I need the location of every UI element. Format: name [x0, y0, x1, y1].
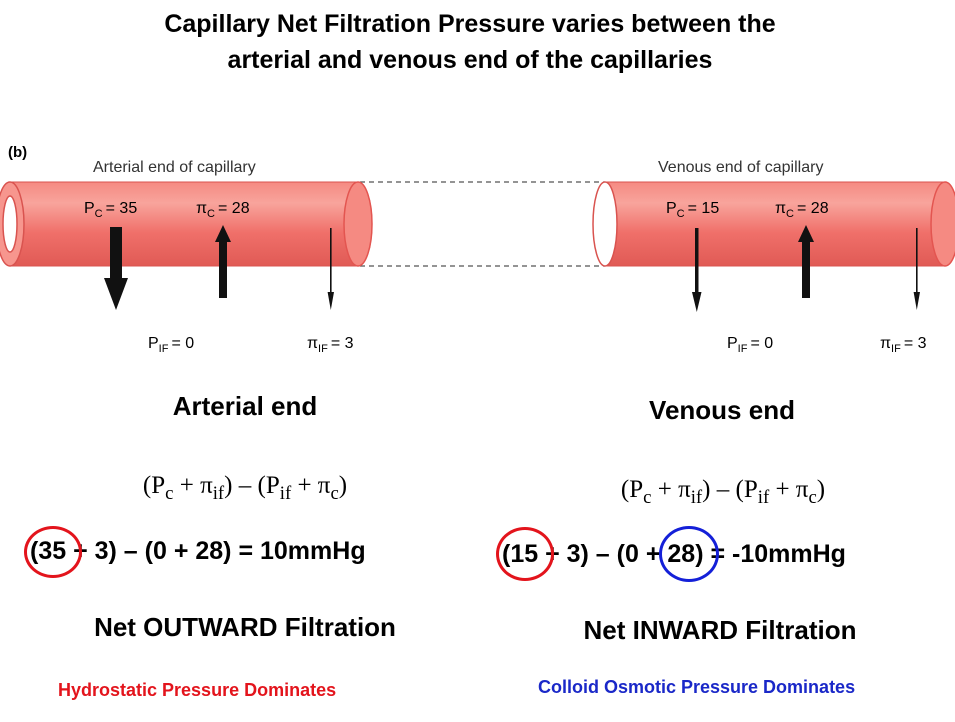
venous-end-label: Venous end of capillary [658, 159, 823, 176]
slide-title: Capillary Net Filtration Pressure varies… [0, 6, 940, 78]
arterial-circled-term: (35 [24, 526, 82, 578]
venous-circled-term-2: 28) [659, 526, 720, 582]
title-line-2: arterial and venous end of the capillari… [227, 46, 713, 74]
arterial-pif-label: PIF = 0 [148, 335, 194, 355]
venous-pic-arrow [798, 225, 814, 298]
arterial-end-heading: Arterial end [172, 391, 318, 421]
venous-pic-label: πC = 28 [775, 200, 829, 220]
arterial-pc-label: PC = 35 [84, 200, 137, 220]
arterial-net-filtration: Net OUTWARD Filtration [94, 612, 396, 642]
arterial-pc-arrow [104, 227, 128, 310]
venous-circled-term: (15 [496, 527, 554, 581]
venous-note: Colloid Osmotic Pressure Dominates [538, 677, 856, 697]
venous-pc-label: PC = 15 [666, 200, 719, 220]
arterial-equation: (35 + 3) – (0 + 28) = 10mmHg [24, 526, 366, 578]
venous-equation: (15 + 3) – (0 + 28) = -10mmHg [496, 526, 846, 582]
blue-circle-highlight [659, 526, 720, 582]
venous-end-heading: Venous end [649, 395, 795, 425]
venous-net-filtration: Net INWARD Filtration [583, 615, 857, 645]
capillary-diagram: (b) Arterial end of capillary Venous end… [0, 144, 955, 355]
red-circle-highlight [24, 526, 82, 578]
title-line-1: Capillary Net Filtration Pressure varies… [164, 10, 776, 38]
arterial-pic-arrow [215, 225, 231, 298]
venous-piif-label: πIF = 3 [880, 335, 927, 355]
venous-formula: (Pc + πif) – (Pif + πc) [620, 476, 826, 508]
panel-label: (b) [8, 144, 27, 161]
arterial-capillary-tube [0, 181, 373, 267]
red-circle-highlight [496, 527, 554, 581]
arterial-piif-label: πIF = 3 [307, 335, 354, 355]
venous-capillary-tube [592, 181, 955, 267]
arterial-end-label: Arterial end of capillary [93, 159, 256, 176]
venous-pc-arrow [692, 228, 702, 312]
arterial-pic-label: πC = 28 [196, 200, 250, 220]
arterial-note: Hydrostatic Pressure Dominates [58, 680, 337, 700]
venous-pif-label: PIF = 0 [727, 335, 773, 355]
arterial-formula: (Pc + πif) – (Pif + πc) [142, 472, 348, 504]
venous-piif-arrow [913, 228, 920, 310]
arterial-piif-arrow [327, 228, 334, 310]
